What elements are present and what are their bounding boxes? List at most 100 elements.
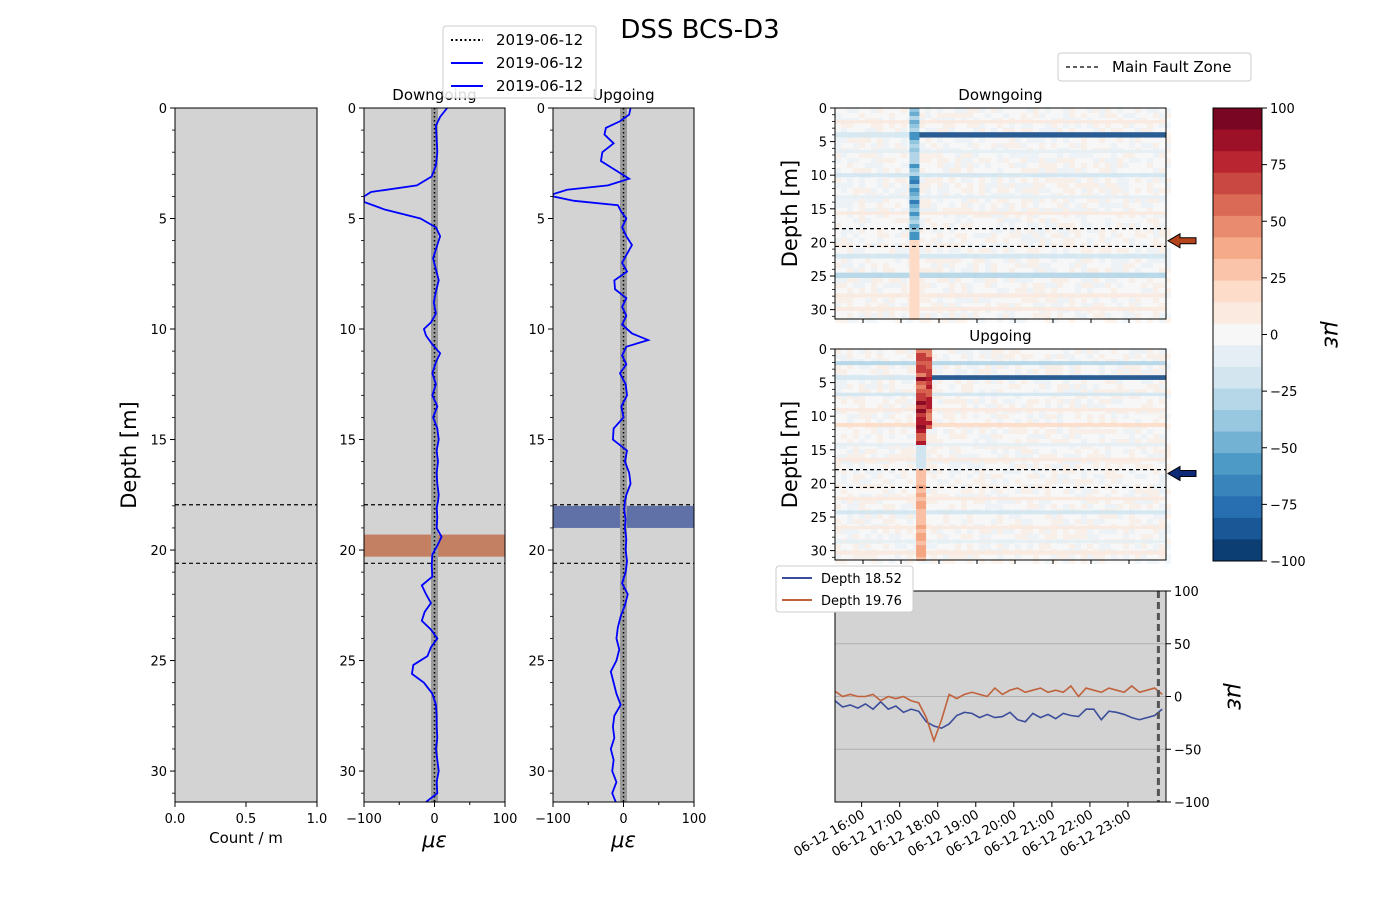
heatmap-cell: [919, 288, 925, 293]
heatmap-cell: [1165, 364, 1171, 369]
heatmap-cell: [847, 379, 853, 384]
heatmap-cell: [1075, 163, 1081, 168]
heatmap-cell: [865, 113, 871, 118]
heatmap-cell: [1075, 318, 1081, 323]
heatmap-cell: [1009, 419, 1015, 424]
heatmap-cell: [1129, 178, 1135, 183]
heatmap-cell: [1033, 439, 1039, 444]
heatmap-cell: [1027, 188, 1033, 193]
heatmap-cell: [883, 439, 889, 444]
heatmap-cell: [1051, 198, 1057, 203]
heatmap-cell: [871, 544, 877, 549]
heatmap-cell: [967, 414, 973, 419]
heatmap-cell: [1159, 223, 1165, 228]
heatmap-cell: [1111, 454, 1117, 459]
heatmap-cell: [1015, 464, 1021, 469]
heatmap-cell: [1123, 263, 1129, 268]
heatmap-cell: [1069, 198, 1075, 203]
heatmap-cell: [1099, 399, 1105, 404]
heatmap-cell: [1075, 178, 1081, 183]
heatmap-cell: [1147, 198, 1153, 203]
heatmap-cell: [1003, 163, 1009, 168]
heatmap-cell: [991, 263, 997, 268]
heatmap-cell: [913, 534, 919, 539]
heatmap-cell: [1135, 188, 1141, 193]
event-column-cell: [909, 124, 920, 128]
heatmap-cell: [1051, 479, 1057, 484]
heatmap-cell: [949, 113, 955, 118]
heatmap-cell: [1129, 544, 1135, 549]
heatmap-cell: [913, 439, 919, 444]
heatmap-cell: [889, 504, 895, 509]
heatmap-cell: [1075, 233, 1081, 238]
heatmap-cell: [1147, 178, 1153, 183]
heatmap-cell: [1027, 158, 1033, 163]
heatmap-cell: [871, 504, 877, 509]
heatmap-cell: [1087, 123, 1093, 128]
heatmap-cell: [1159, 203, 1165, 208]
heatmap-cell: [835, 474, 841, 479]
heatmap-cell: [913, 494, 919, 499]
heatmap-cell: [925, 504, 931, 509]
heatmap-cell: [985, 318, 991, 323]
heatmap-cell: [1153, 419, 1159, 424]
heatmap-cell: [859, 494, 865, 499]
heatmap-cell: [979, 489, 985, 494]
heatmap-cell: [1147, 469, 1153, 474]
heatmap-cell: [1021, 178, 1027, 183]
heatmap-cell: [1057, 318, 1063, 323]
heatmap-cell: [1051, 394, 1057, 399]
heatmap-cell: [913, 429, 919, 434]
heatmap-cell: [883, 459, 889, 464]
heatmap-cell: [1027, 238, 1033, 243]
heatmap-cell: [1051, 434, 1057, 439]
heatmap-cell: [1105, 143, 1111, 148]
heatmap-cell: [1129, 519, 1135, 524]
heatmap-cell: [1033, 534, 1039, 539]
heatmap-cell: [901, 489, 907, 494]
heatmap-cell: [919, 278, 925, 283]
heatmap-cell: [865, 514, 871, 519]
heatmap-cell: [1075, 459, 1081, 464]
heatmap-cell: [853, 268, 859, 273]
heatmap-cell: [853, 123, 859, 128]
heatmap-cell: [895, 168, 901, 173]
heatmap-cell: [1069, 514, 1075, 519]
heatmap-cell: [1075, 263, 1081, 268]
heatmap-cell: [1057, 258, 1063, 263]
heatmap-cell: [889, 464, 895, 469]
heatmap-cell: [967, 138, 973, 143]
heatmap-cell: [973, 303, 979, 308]
heatmap-cell: [931, 218, 937, 223]
heatmap-cell: [955, 168, 961, 173]
heatmap-cell: [1009, 188, 1015, 193]
heatmap-cell: [985, 123, 991, 128]
heatmap-cell: [925, 218, 931, 223]
heatmap-cell: [883, 263, 889, 268]
heatmap-cell: [1087, 283, 1093, 288]
heatmap-cell: [997, 484, 1003, 489]
heatmap-cell: [877, 394, 883, 399]
heatmap-cell: [847, 278, 853, 283]
heatmap-cell: [1099, 429, 1105, 434]
heatmap-cell: [835, 243, 841, 248]
heatmap-cell: [1159, 434, 1165, 439]
heatmap-cell: [1069, 283, 1075, 288]
heatmap-cell: [1123, 449, 1129, 454]
heatmap-cell: [955, 349, 961, 354]
heatmap-cell: [1081, 233, 1087, 238]
heatmap-cell: [997, 419, 1003, 424]
heatmap-cell: [1099, 364, 1105, 369]
heatmap-cell: [877, 504, 883, 509]
heatmap-cell: [985, 128, 991, 133]
heatmap-cell: [835, 278, 841, 283]
event-column-cell: [909, 304, 920, 308]
heatmap-cell: [1105, 288, 1111, 293]
heatmap-cell: [1075, 258, 1081, 263]
heatmap-cell: [1081, 238, 1087, 243]
heatmap-cell: [841, 213, 847, 218]
heatmap-cell: [1159, 158, 1165, 163]
heatmap-cell: [1165, 123, 1171, 128]
heatmap-cell: [901, 258, 907, 263]
heatmap-cell: [997, 298, 1003, 303]
